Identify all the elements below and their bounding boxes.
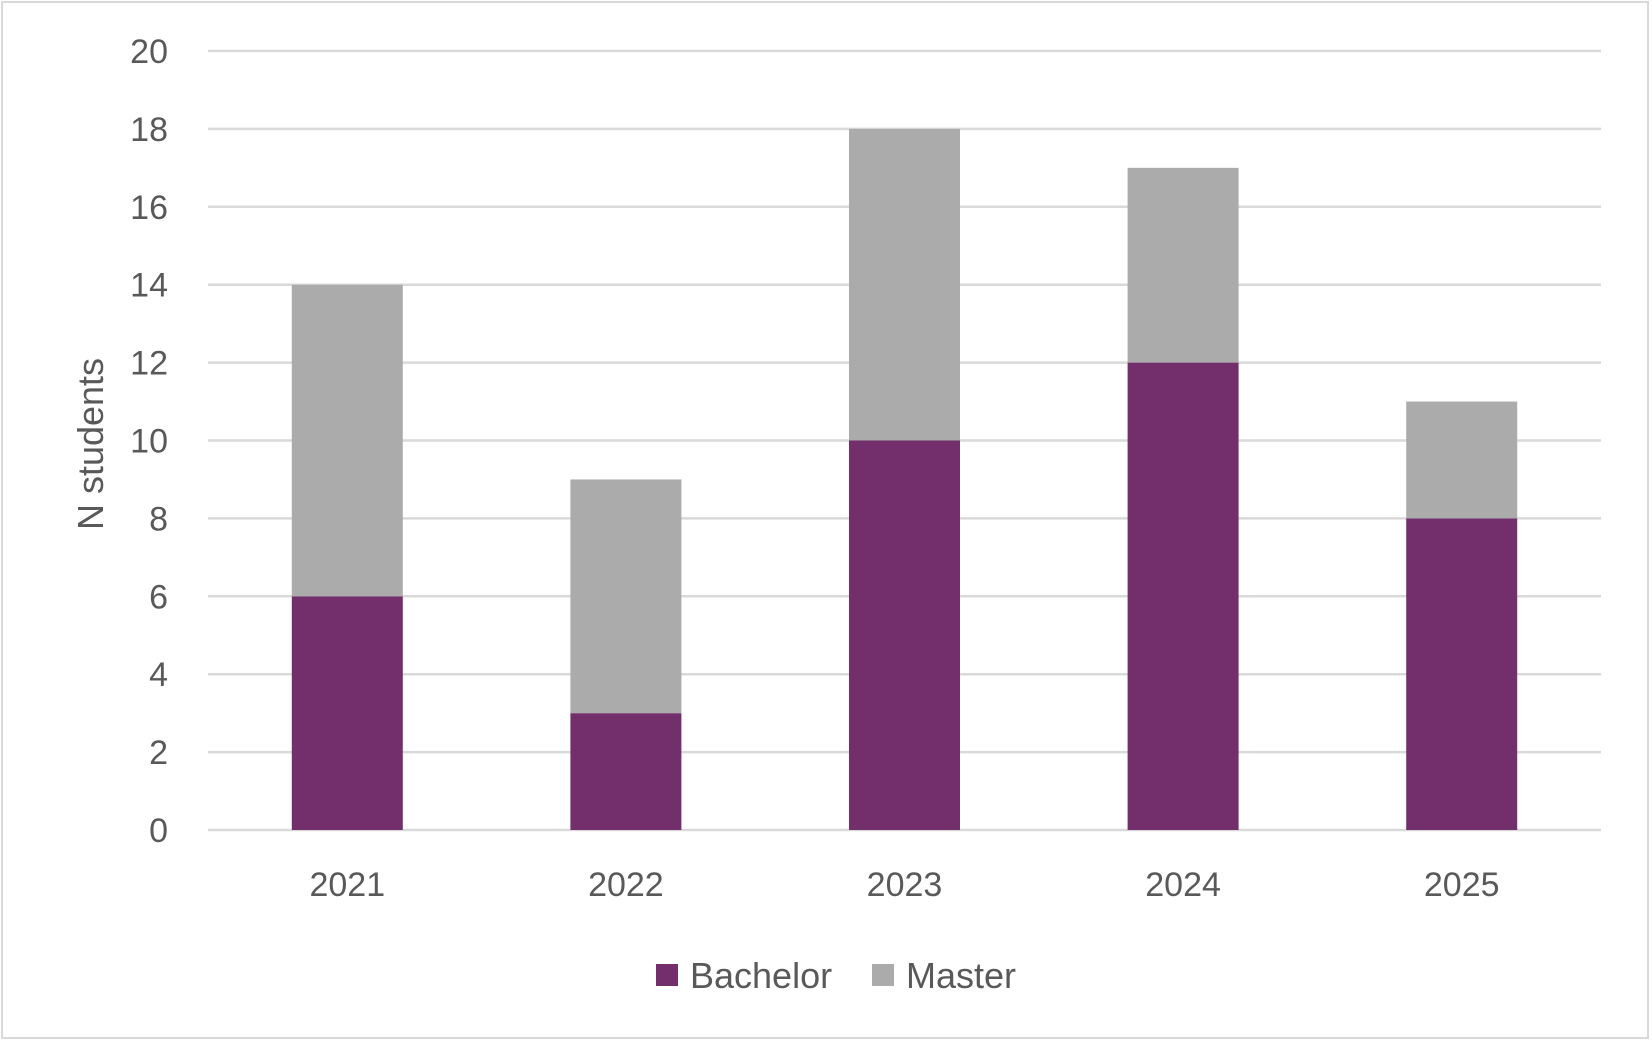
- bar-bachelor-2021: [291, 596, 403, 830]
- y-axis-label: N students: [70, 358, 111, 530]
- stacked-bar-chart: 0 2 4 6 8 10 12 14 16 18 20 2021 2022 2023 2024 2025 N…: [70, 33, 1601, 996]
- y-tick-label: 0: [149, 812, 168, 850]
- bar-master-2022: [570, 479, 682, 714]
- bars: [291, 128, 1518, 830]
- bar-master-2024: [1127, 167, 1239, 363]
- legend-label-bachelor: Bachelor: [690, 955, 832, 996]
- x-axis-ticks: 2021 2022 2023 2024 2025: [309, 866, 1499, 904]
- legend-label-master: Master: [906, 955, 1016, 996]
- legend-swatch-master: [872, 964, 894, 986]
- y-axis-ticks: 0 2 4 6 8 10 12 14 16 18 20: [130, 33, 168, 850]
- bar-master-2025: [1406, 401, 1518, 519]
- bar-master-2023: [849, 128, 960, 441]
- x-tick-label: 2021: [309, 866, 385, 904]
- y-tick-label: 8: [149, 500, 168, 538]
- x-tick-label: 2024: [1145, 866, 1221, 904]
- x-tick-label: 2022: [588, 866, 664, 904]
- y-tick-label: 20: [130, 33, 168, 71]
- legend-swatch-bachelor: [656, 964, 678, 986]
- x-tick-label: 2023: [867, 866, 943, 904]
- bar-bachelor-2025: [1406, 518, 1518, 830]
- bar-bachelor-2023: [849, 440, 960, 830]
- x-tick-label: 2025: [1424, 866, 1500, 904]
- y-tick-label: 12: [130, 345, 168, 383]
- y-tick-label: 6: [149, 578, 168, 616]
- y-tick-label: 14: [130, 267, 168, 305]
- y-tick-label: 2: [149, 734, 168, 772]
- bar-master-2021: [291, 284, 403, 597]
- bar-bachelor-2022: [570, 713, 682, 830]
- y-tick-label: 18: [130, 111, 168, 149]
- bar-bachelor-2024: [1127, 362, 1239, 830]
- y-tick-label: 4: [149, 656, 168, 694]
- y-tick-label: 10: [130, 423, 168, 461]
- y-tick-label: 16: [130, 189, 168, 227]
- legend: Bachelor Master: [656, 955, 1016, 996]
